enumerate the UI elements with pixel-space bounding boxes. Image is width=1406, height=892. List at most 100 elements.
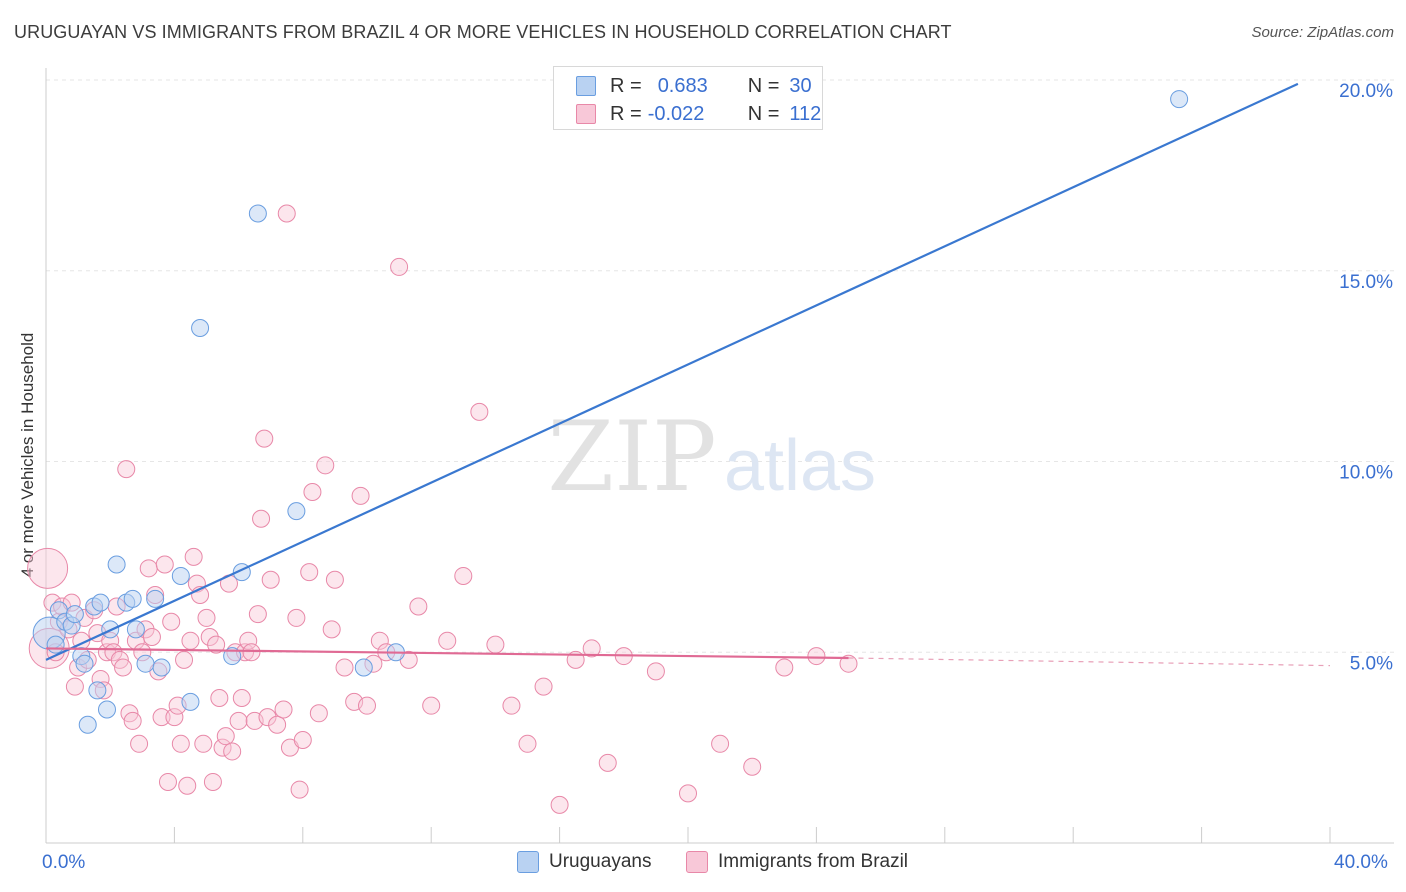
legend-row-uruguayans: R = 0.683 N = 30 [576, 73, 812, 99]
brazil-point [213, 738, 232, 757]
brazil-point [200, 627, 219, 646]
legend-label-brazil: Immigrants from Brazil [718, 851, 909, 872]
brazil-point [229, 711, 248, 730]
uruguayan-trend-line [45, 82, 1299, 661]
legend-n-value-uruguayans: 30 [789, 74, 812, 97]
brazil-trend-extension [848, 657, 1331, 667]
uruguayan-point [223, 647, 242, 666]
brazil-point [181, 631, 200, 650]
uruguayan-point [181, 692, 200, 711]
brazil-point [470, 402, 489, 421]
brazil-point [268, 715, 287, 734]
axes [45, 68, 1394, 844]
brazil-point [223, 742, 242, 761]
brazil-point [162, 612, 181, 631]
brazil-point [171, 734, 190, 753]
trend-lines [45, 82, 1331, 667]
legend-swatch-uruguayans [517, 851, 539, 873]
uruguayan-point [191, 318, 210, 337]
source-label: Source: ZipAtlas.com [1251, 24, 1394, 41]
brazil-point [258, 708, 277, 727]
brazil-point [303, 483, 322, 502]
brazil-point [194, 734, 213, 753]
x-tick-label-max: 40.0% [1334, 852, 1388, 873]
uruguayan-point [146, 589, 165, 608]
brazil-point [290, 780, 309, 799]
uruguayan-point [91, 593, 110, 612]
brazil-point [142, 627, 161, 646]
legend-uruguayans: Uruguayans [517, 851, 651, 873]
brazil-point [158, 772, 177, 791]
brazil-point [316, 456, 335, 475]
brazil-point [711, 734, 730, 753]
brazil-point [239, 631, 258, 650]
brazil-point [322, 620, 341, 639]
uruguayan-point [1170, 90, 1189, 109]
brazil-point [422, 696, 441, 715]
legend-r-value-brazil: -0.022 [647, 102, 705, 125]
brazil-point [534, 677, 553, 696]
uruguayan-point [65, 605, 84, 624]
brazil-point [309, 704, 328, 723]
brazil-point [248, 605, 267, 624]
legend-label-uruguayans: Uruguayans [549, 851, 652, 872]
brazil-point [277, 204, 296, 223]
brazil-point [358, 696, 376, 715]
watermark-zip: ZIP [547, 401, 716, 513]
stats-legend: R = 0.683 N = 30 R = -0.022 N = 112 [553, 66, 823, 130]
brazil-point [252, 509, 271, 528]
uruguayan-point [78, 715, 97, 734]
uruguayan-point [152, 658, 171, 677]
legend-n-value-brazil: 112 [789, 102, 822, 125]
uruguayan-point [46, 635, 65, 654]
chart-title: URUGUAYAN VS IMMIGRANTS FROM BRAZIL 4 OR… [14, 22, 952, 42]
brazil-point [139, 559, 158, 578]
brazil-point [274, 700, 293, 719]
brazil-point [325, 570, 344, 589]
uruguayan-point [287, 502, 306, 521]
brazil-point [518, 734, 537, 753]
brazil-point [287, 608, 306, 627]
brazil-point [123, 711, 142, 730]
brazil-point [178, 776, 197, 795]
brazil-point [550, 795, 569, 814]
brazil-point [454, 566, 473, 585]
watermark-atlas: atlas [724, 426, 876, 506]
watermark: ZIP atlas [547, 401, 876, 513]
brazil-point [300, 563, 319, 582]
legend-row-brazil: R = -0.022 N = 112 [576, 101, 821, 127]
brazil-point [27, 547, 69, 589]
brazil-point [261, 570, 280, 589]
brazil-point [646, 662, 665, 681]
brazil-point [438, 631, 457, 650]
brazil-point [390, 257, 409, 276]
brazil-point [197, 608, 216, 627]
brazil-point [486, 635, 505, 654]
legend-r-value-uruguayans: 0.683 [657, 74, 708, 97]
brazil-point [203, 772, 222, 791]
brazil-point [502, 696, 521, 715]
brazil-point [351, 486, 370, 505]
legend-swatch-blue [576, 76, 596, 96]
brazil-point [117, 460, 136, 479]
brazil-point [743, 757, 762, 776]
brazil-point [293, 730, 312, 749]
brazil-point [242, 643, 261, 662]
brazil-point [255, 429, 274, 448]
uruguayan-point [136, 654, 155, 673]
brazil-point [210, 689, 229, 708]
brazil-point [216, 727, 235, 746]
legend-n-label: N = [747, 74, 780, 97]
brazil-point [165, 708, 184, 727]
y-tick-label: 15.0% [1339, 272, 1393, 293]
uruguayan-point [248, 204, 267, 223]
brazil-point [335, 658, 354, 677]
legend-swatch-pink [576, 104, 596, 124]
brazil-point [175, 650, 194, 669]
brazil-points [27, 204, 858, 814]
y-tick-labels: 5.0% 10.0% 15.0% 20.0% [1339, 81, 1393, 674]
brazil-point [679, 784, 697, 803]
y-tick-label: 5.0% [1350, 653, 1393, 674]
uruguayan-point [75, 654, 94, 673]
